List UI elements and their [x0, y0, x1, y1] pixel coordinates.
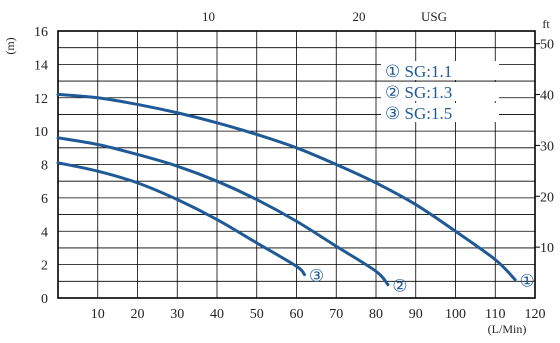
series-line-sg-3 [56, 161, 306, 277]
x-tick-label: 80 [369, 307, 383, 322]
y-tick-label: 16 [34, 25, 48, 40]
y-tick-label: 10 [34, 125, 48, 140]
legend-item-bg [381, 103, 499, 122]
series-end-marker-1: ① [520, 272, 535, 291]
x-tick-label: 10 [91, 307, 105, 322]
right-axis-label: ft [542, 17, 550, 31]
y-tick-label: 12 [34, 92, 48, 107]
top-axis-unit: USG [421, 9, 447, 24]
series-end-marker-3: ③ [309, 267, 324, 286]
y-tick-label: 4 [41, 225, 48, 240]
y-tick-label: 6 [41, 192, 48, 207]
right-tick-label: 40 [540, 89, 554, 104]
legend-item-2: ② SG:1.3 [385, 83, 452, 102]
right-tick-label: 30 [540, 139, 554, 154]
right-tick-label: 50 [540, 38, 554, 53]
y-tick-label: 8 [41, 159, 48, 174]
x-tick-label: 60 [290, 307, 304, 322]
axis-layer: 10 20 30 40 50 60 70 80 90 100 110 120(L/Min) 0 2 4 6 8 1… [3, 9, 554, 336]
y-tick-label: 0 [41, 292, 48, 307]
x-tick-label: 30 [170, 307, 184, 322]
x-tick-label: 90 [409, 307, 423, 322]
x-tick-label: 100 [445, 307, 466, 322]
y-axis-label: (m) [3, 37, 17, 54]
x-axis-label: (L/Min) [488, 322, 527, 336]
series-end-marker-2: ② [392, 277, 407, 296]
x-tick-label: 50 [250, 307, 264, 322]
label-layer: ① ② ③ [309, 267, 535, 296]
x-tick-label: 20 [131, 307, 145, 322]
series-line-sg-2 [56, 136, 390, 287]
legend-item-bg [381, 82, 499, 101]
x-tick-label: 70 [329, 307, 343, 322]
legend-layer: ① SG:1.1 ② SG:1.3 ③ SG:1.5 [381, 61, 499, 123]
x-tick-label: 120 [525, 307, 546, 322]
y-tick-label: 14 [34, 58, 48, 73]
x-tick-label: 40 [210, 307, 224, 322]
legend-item-1: ① SG:1.1 [385, 62, 452, 81]
series-line-sg-1 [56, 92, 517, 282]
x-tick-label: 110 [485, 307, 505, 322]
right-tick-label: 20 [540, 190, 554, 205]
legend-item-bg [381, 61, 499, 80]
y-tick-label: 2 [41, 259, 48, 274]
top-tick-label: 10 [202, 9, 215, 24]
right-tick-label: 10 [540, 241, 554, 256]
top-tick-label: 20 [352, 9, 365, 24]
series-layer [56, 92, 517, 287]
plot-border [57, 30, 536, 299]
legend-item-3: ③ SG:1.5 [385, 104, 452, 123]
